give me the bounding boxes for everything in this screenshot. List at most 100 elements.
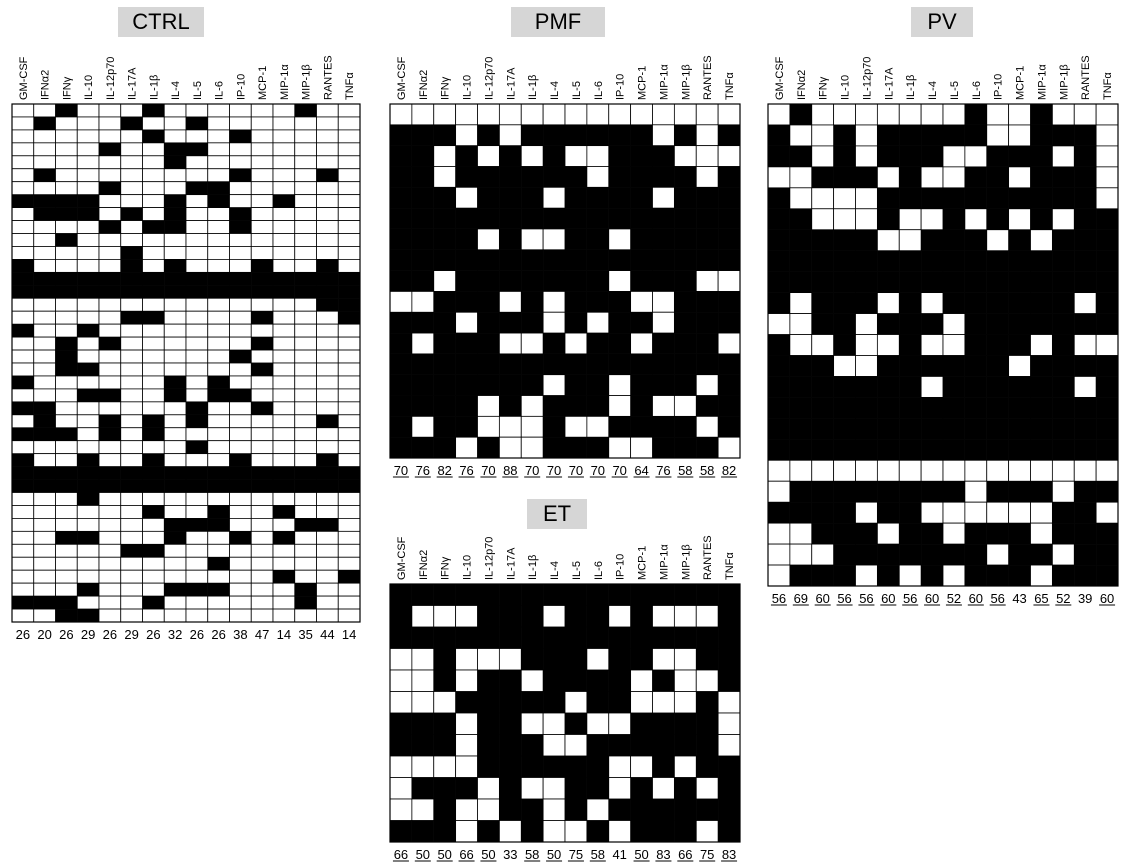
heatmap-cell	[855, 292, 878, 314]
column-label: IFNα2	[40, 70, 52, 100]
column-label: MIP-1β	[680, 64, 692, 100]
heatmap-cell	[964, 145, 988, 168]
heatmap-cell	[920, 208, 944, 231]
footer-value: 50	[437, 847, 451, 862]
heatmap-cell	[1030, 481, 1053, 503]
heatmap-cell	[767, 208, 791, 230]
heatmap-cell	[767, 564, 791, 587]
heatmap-cell	[789, 522, 813, 545]
heatmap-cell	[789, 271, 812, 293]
heatmap-cell	[789, 208, 812, 230]
heatmap-cell	[986, 250, 1009, 272]
heatmap-cell	[1030, 124, 1053, 147]
heatmap-cell	[767, 439, 791, 461]
heatmap-cell	[1030, 187, 1053, 209]
heatmap-cell	[767, 459, 791, 482]
heatmap-cell	[1051, 103, 1075, 126]
heatmap-cell	[1052, 250, 1075, 272]
heatmap-cell	[1030, 418, 1053, 440]
heatmap-cell	[789, 502, 812, 524]
heatmap-cell	[1008, 103, 1031, 126]
heatmap-cell	[1052, 502, 1075, 524]
heatmap-cell	[877, 502, 900, 524]
column-label: MCP-1	[637, 546, 649, 580]
heatmap-cell	[877, 208, 900, 230]
heatmap-cell	[1095, 250, 1119, 272]
footer-value: 58	[525, 847, 539, 862]
heatmap-cell	[899, 376, 922, 398]
heatmap-cell	[1074, 502, 1097, 524]
heatmap-cell	[1052, 376, 1075, 398]
column-label: TNFα	[724, 552, 736, 580]
heatmap-cell	[767, 124, 791, 147]
column-label: IP-10	[615, 554, 627, 580]
column-label: IL-17A	[127, 67, 139, 100]
heatmap-cell	[942, 250, 966, 272]
heatmap-cell	[811, 229, 834, 251]
heatmap-cell	[833, 376, 856, 398]
heatmap-cell	[1008, 376, 1031, 398]
panel-title-pmf: PMF	[511, 7, 605, 37]
column-label: IL-12p70	[483, 57, 495, 100]
footer-value: 50	[547, 847, 561, 862]
heatmap-cell	[1008, 522, 1031, 545]
heatmap-cell	[964, 522, 987, 545]
heatmap-cell	[855, 376, 878, 398]
heatmap-cell	[1008, 145, 1031, 168]
heatmap-cell	[920, 522, 944, 545]
heatmap-cell	[1074, 145, 1097, 168]
heatmap-cell	[876, 229, 900, 252]
heatmap-cell	[1095, 418, 1119, 440]
footer-value: 69	[794, 591, 808, 606]
heatmap-cell	[1095, 292, 1119, 314]
heatmap-cell	[920, 166, 944, 189]
heatmap-cell	[811, 459, 835, 482]
footer-value: 70	[547, 463, 561, 478]
heatmap-cell	[1095, 481, 1119, 503]
heatmap-cell	[767, 502, 791, 524]
heatmap-cell	[789, 166, 813, 189]
heatmap-cell	[1095, 103, 1119, 126]
heatmap-cell	[964, 229, 987, 251]
heatmap-cell	[920, 418, 944, 440]
heatmap-cell	[899, 166, 922, 188]
heatmap-cell	[899, 418, 922, 440]
heatmap-cell	[942, 271, 966, 293]
heatmap-cell	[920, 439, 944, 461]
footer-value: 60	[881, 591, 895, 606]
column-label: IL-5	[571, 81, 583, 100]
heatmap-cell	[855, 271, 878, 293]
heatmap-cell	[920, 250, 944, 272]
heatmap-cell	[1030, 208, 1053, 230]
heatmap-cell	[877, 145, 900, 168]
heatmap-cell	[789, 292, 813, 314]
heatmap-cell	[986, 271, 1009, 293]
heatmap-cell	[964, 418, 987, 440]
heatmap-cell	[899, 292, 922, 314]
footer-value: 88	[503, 463, 517, 478]
heatmap-cell	[1030, 355, 1053, 377]
footer-value: 14	[342, 627, 356, 642]
heatmap-border	[389, 583, 741, 843]
heatmap-cell	[789, 250, 812, 272]
heatmap-cell	[899, 145, 922, 168]
heatmap-cell	[855, 481, 878, 503]
heatmap-cell	[942, 459, 966, 482]
footer-value: 70	[525, 463, 539, 478]
heatmap-cell	[811, 145, 835, 168]
heatmap-cell	[1074, 543, 1097, 566]
heatmap-cell	[833, 522, 856, 545]
footer-value: 70	[569, 463, 583, 478]
heatmap-cell	[1008, 481, 1031, 503]
column-label: IL-4	[170, 81, 182, 100]
footer-value: 66	[459, 847, 473, 862]
footer-value: 75	[569, 847, 583, 862]
heatmap-cell	[1074, 250, 1097, 272]
heatmap-cell	[1008, 459, 1031, 482]
heatmap-cell	[1030, 271, 1053, 293]
heatmap-cell	[920, 501, 944, 524]
heatmap-cell	[789, 145, 812, 168]
heatmap-cell	[1030, 397, 1053, 419]
heatmap-cell	[1051, 480, 1075, 503]
